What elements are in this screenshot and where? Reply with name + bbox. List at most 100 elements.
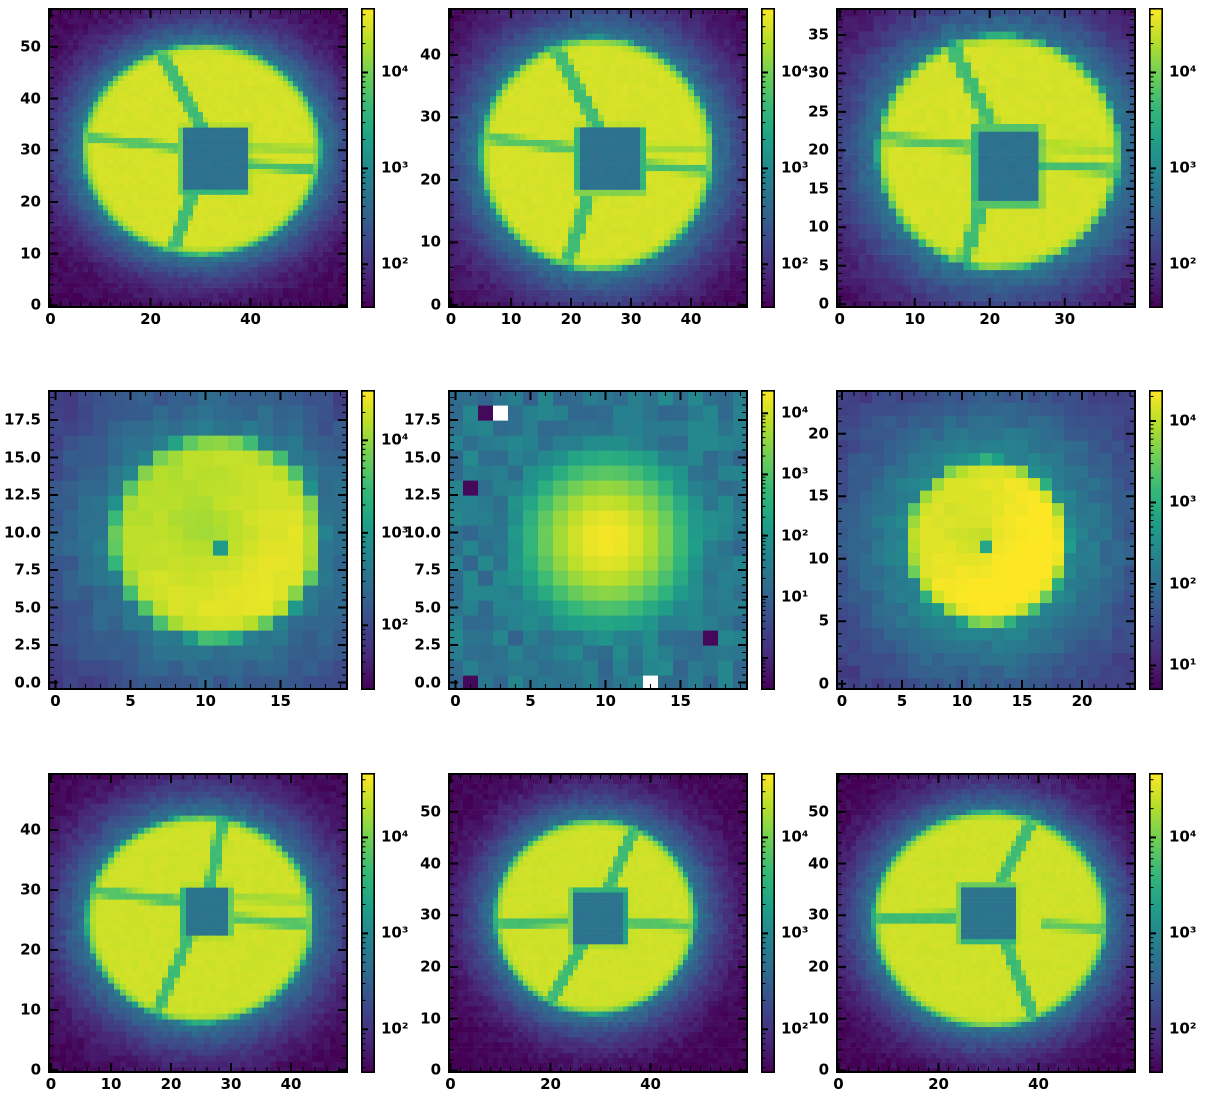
colorbar-tick-label: 10¹ bbox=[1169, 655, 1197, 674]
heatmap-canvas bbox=[448, 8, 748, 308]
y-tick-label: 15.0 bbox=[403, 448, 441, 466]
y-tick-label: 10 bbox=[808, 1009, 829, 1028]
y-tick-label: 5 bbox=[818, 256, 829, 275]
x-tick-label: 0 bbox=[445, 1075, 456, 1093]
x-tick-label: 0 bbox=[50, 692, 61, 710]
y-tick-label: 15.0 bbox=[3, 448, 41, 466]
y-tick-label: 40 bbox=[420, 45, 441, 64]
y-tick-label: 40 bbox=[420, 854, 441, 873]
heatmap-canvas bbox=[836, 390, 1136, 690]
heatmap-panel-top-left: 0 20 40 0 10 20 30 40 50 10⁴ 10³ 10² bbox=[0, 0, 408, 340]
colorbar-tick-label: 10² bbox=[781, 254, 809, 273]
y-tick-label: 30 bbox=[20, 140, 41, 159]
y-tick-label: 15 bbox=[808, 179, 829, 198]
colorbar-tick-label: 10² bbox=[1169, 1019, 1197, 1038]
y-tick-label: 50 bbox=[20, 37, 41, 56]
y-tick-label: 0.0 bbox=[414, 673, 441, 691]
colorbar-canvas bbox=[761, 8, 775, 308]
y-tick-label: 25 bbox=[808, 102, 829, 121]
y-tick-label: 40 bbox=[808, 854, 829, 873]
y-tick-label: 10.0 bbox=[403, 523, 441, 541]
x-tick-label: 5 bbox=[525, 692, 536, 710]
colorbar-tick-label: 10³ bbox=[781, 464, 809, 483]
x-tick-label: 0 bbox=[836, 692, 848, 710]
x-tick-label: 15 bbox=[270, 692, 291, 710]
heatmap-canvas bbox=[448, 773, 748, 1073]
y-tick-label: 2.5 bbox=[414, 635, 441, 654]
x-tick-label: 40 bbox=[680, 310, 702, 328]
y-tick-label: 30 bbox=[20, 880, 41, 899]
y-tick-label: 30 bbox=[808, 63, 829, 82]
colorbar-tick-label: 10³ bbox=[381, 158, 409, 177]
colorbar-tick-label: 10⁴ bbox=[781, 62, 809, 81]
y-tick-label: 0 bbox=[818, 1060, 829, 1079]
colorbar-canvas bbox=[761, 390, 775, 690]
y-tick-label: 10 bbox=[20, 244, 41, 263]
y-tick-label: 5.0 bbox=[414, 598, 441, 616]
colorbar-tick-label: 10⁴ bbox=[381, 430, 409, 449]
x-tick-label: 10 bbox=[595, 692, 616, 710]
x-tick-label: 20 bbox=[140, 310, 161, 328]
heatmap-panel-middle-right: 0 5 10 15 20 0 5 10 15 20 10⁴ 10³ 10² 10¹ bbox=[800, 380, 1205, 720]
heatmap-panel-bottom-right: 0 20 40 0 10 20 30 40 50 10⁴ 10³ 10² bbox=[800, 760, 1205, 1104]
colorbar-tick-label: 10⁴ bbox=[781, 403, 809, 422]
y-tick-label: 7.5 bbox=[414, 560, 441, 579]
colorbar-tick-label: 10³ bbox=[1169, 492, 1197, 511]
y-tick-label: 50 bbox=[808, 802, 829, 821]
y-tick-label: 12.5 bbox=[3, 485, 41, 504]
y-tick-label: 10 bbox=[808, 549, 829, 568]
x-tick-label: 0 bbox=[45, 310, 56, 328]
colorbar-tick-label: 10² bbox=[1169, 574, 1197, 593]
y-tick-label: 10 bbox=[420, 1009, 441, 1028]
heatmap-canvas bbox=[836, 8, 1136, 308]
colorbar-tick-label: 10² bbox=[381, 254, 409, 273]
y-tick-label: 0 bbox=[430, 1060, 441, 1079]
y-tick-label: 2.5 bbox=[14, 635, 41, 654]
x-tick-label: 10 bbox=[100, 1075, 122, 1093]
x-tick-label: 10 bbox=[904, 310, 926, 328]
x-tick-label: 30 bbox=[620, 310, 642, 328]
x-tick-label: 15 bbox=[1011, 692, 1033, 710]
colorbar-canvas bbox=[361, 390, 375, 690]
colorbar-tick-label: 10³ bbox=[381, 523, 409, 542]
colorbar-canvas bbox=[1149, 8, 1163, 308]
y-tick-label: 10 bbox=[20, 1000, 41, 1019]
y-tick-label: 0 bbox=[30, 295, 41, 314]
heatmap-canvas bbox=[836, 773, 1136, 1073]
y-tick-label: 5.0 bbox=[14, 598, 41, 616]
y-tick-label: 0 bbox=[818, 674, 829, 693]
y-tick-label: 35 bbox=[808, 25, 829, 44]
y-tick-label: 40 bbox=[20, 820, 41, 839]
y-tick-label: 40 bbox=[20, 89, 41, 108]
y-tick-label: 20 bbox=[20, 192, 41, 211]
y-tick-label: 30 bbox=[808, 905, 829, 924]
x-tick-label: 20 bbox=[560, 310, 582, 328]
y-tick-label: 0.0 bbox=[14, 673, 41, 691]
y-tick-label: 12.5 bbox=[403, 485, 441, 504]
colorbar-tick-label: 10³ bbox=[1169, 923, 1197, 942]
colorbar-tick-label: 10⁴ bbox=[381, 62, 409, 81]
y-tick-label: 20 bbox=[808, 424, 829, 443]
y-tick-label: 7.5 bbox=[14, 560, 41, 579]
colorbar-tick-label: 10² bbox=[781, 526, 809, 545]
heatmap-panel-top-middle: 0 10 20 30 40 0 10 20 30 40 10⁴ 10³ 10² bbox=[400, 0, 808, 340]
y-tick-label: 30 bbox=[420, 905, 441, 924]
y-tick-label: 20 bbox=[20, 940, 41, 959]
y-tick-label: 20 bbox=[808, 957, 829, 976]
y-tick-label: 10 bbox=[420, 232, 441, 251]
colorbar-canvas bbox=[761, 773, 775, 1073]
x-tick-label: 5 bbox=[125, 692, 136, 710]
colorbar-canvas bbox=[1149, 390, 1163, 690]
x-tick-label: 40 bbox=[280, 1075, 302, 1093]
x-tick-label: 0 bbox=[45, 1075, 57, 1093]
x-tick-label: 10 bbox=[951, 692, 973, 710]
colorbar-tick-label: 10⁴ bbox=[1169, 62, 1197, 81]
y-tick-label: 50 bbox=[420, 802, 441, 821]
heatmap-panel-middle-left: 0 5 10 15 0.0 2.5 5.0 7.5 10.0 12.5 15.0 17.5 10⁴ 10³… bbox=[0, 380, 408, 720]
colorbar-canvas bbox=[1149, 773, 1163, 1073]
colorbar-tick-label: 10⁴ bbox=[1169, 411, 1197, 430]
y-tick-label: 20 bbox=[808, 140, 829, 159]
y-tick-label: 5 bbox=[818, 611, 829, 630]
x-tick-label: 20 bbox=[979, 310, 1001, 328]
